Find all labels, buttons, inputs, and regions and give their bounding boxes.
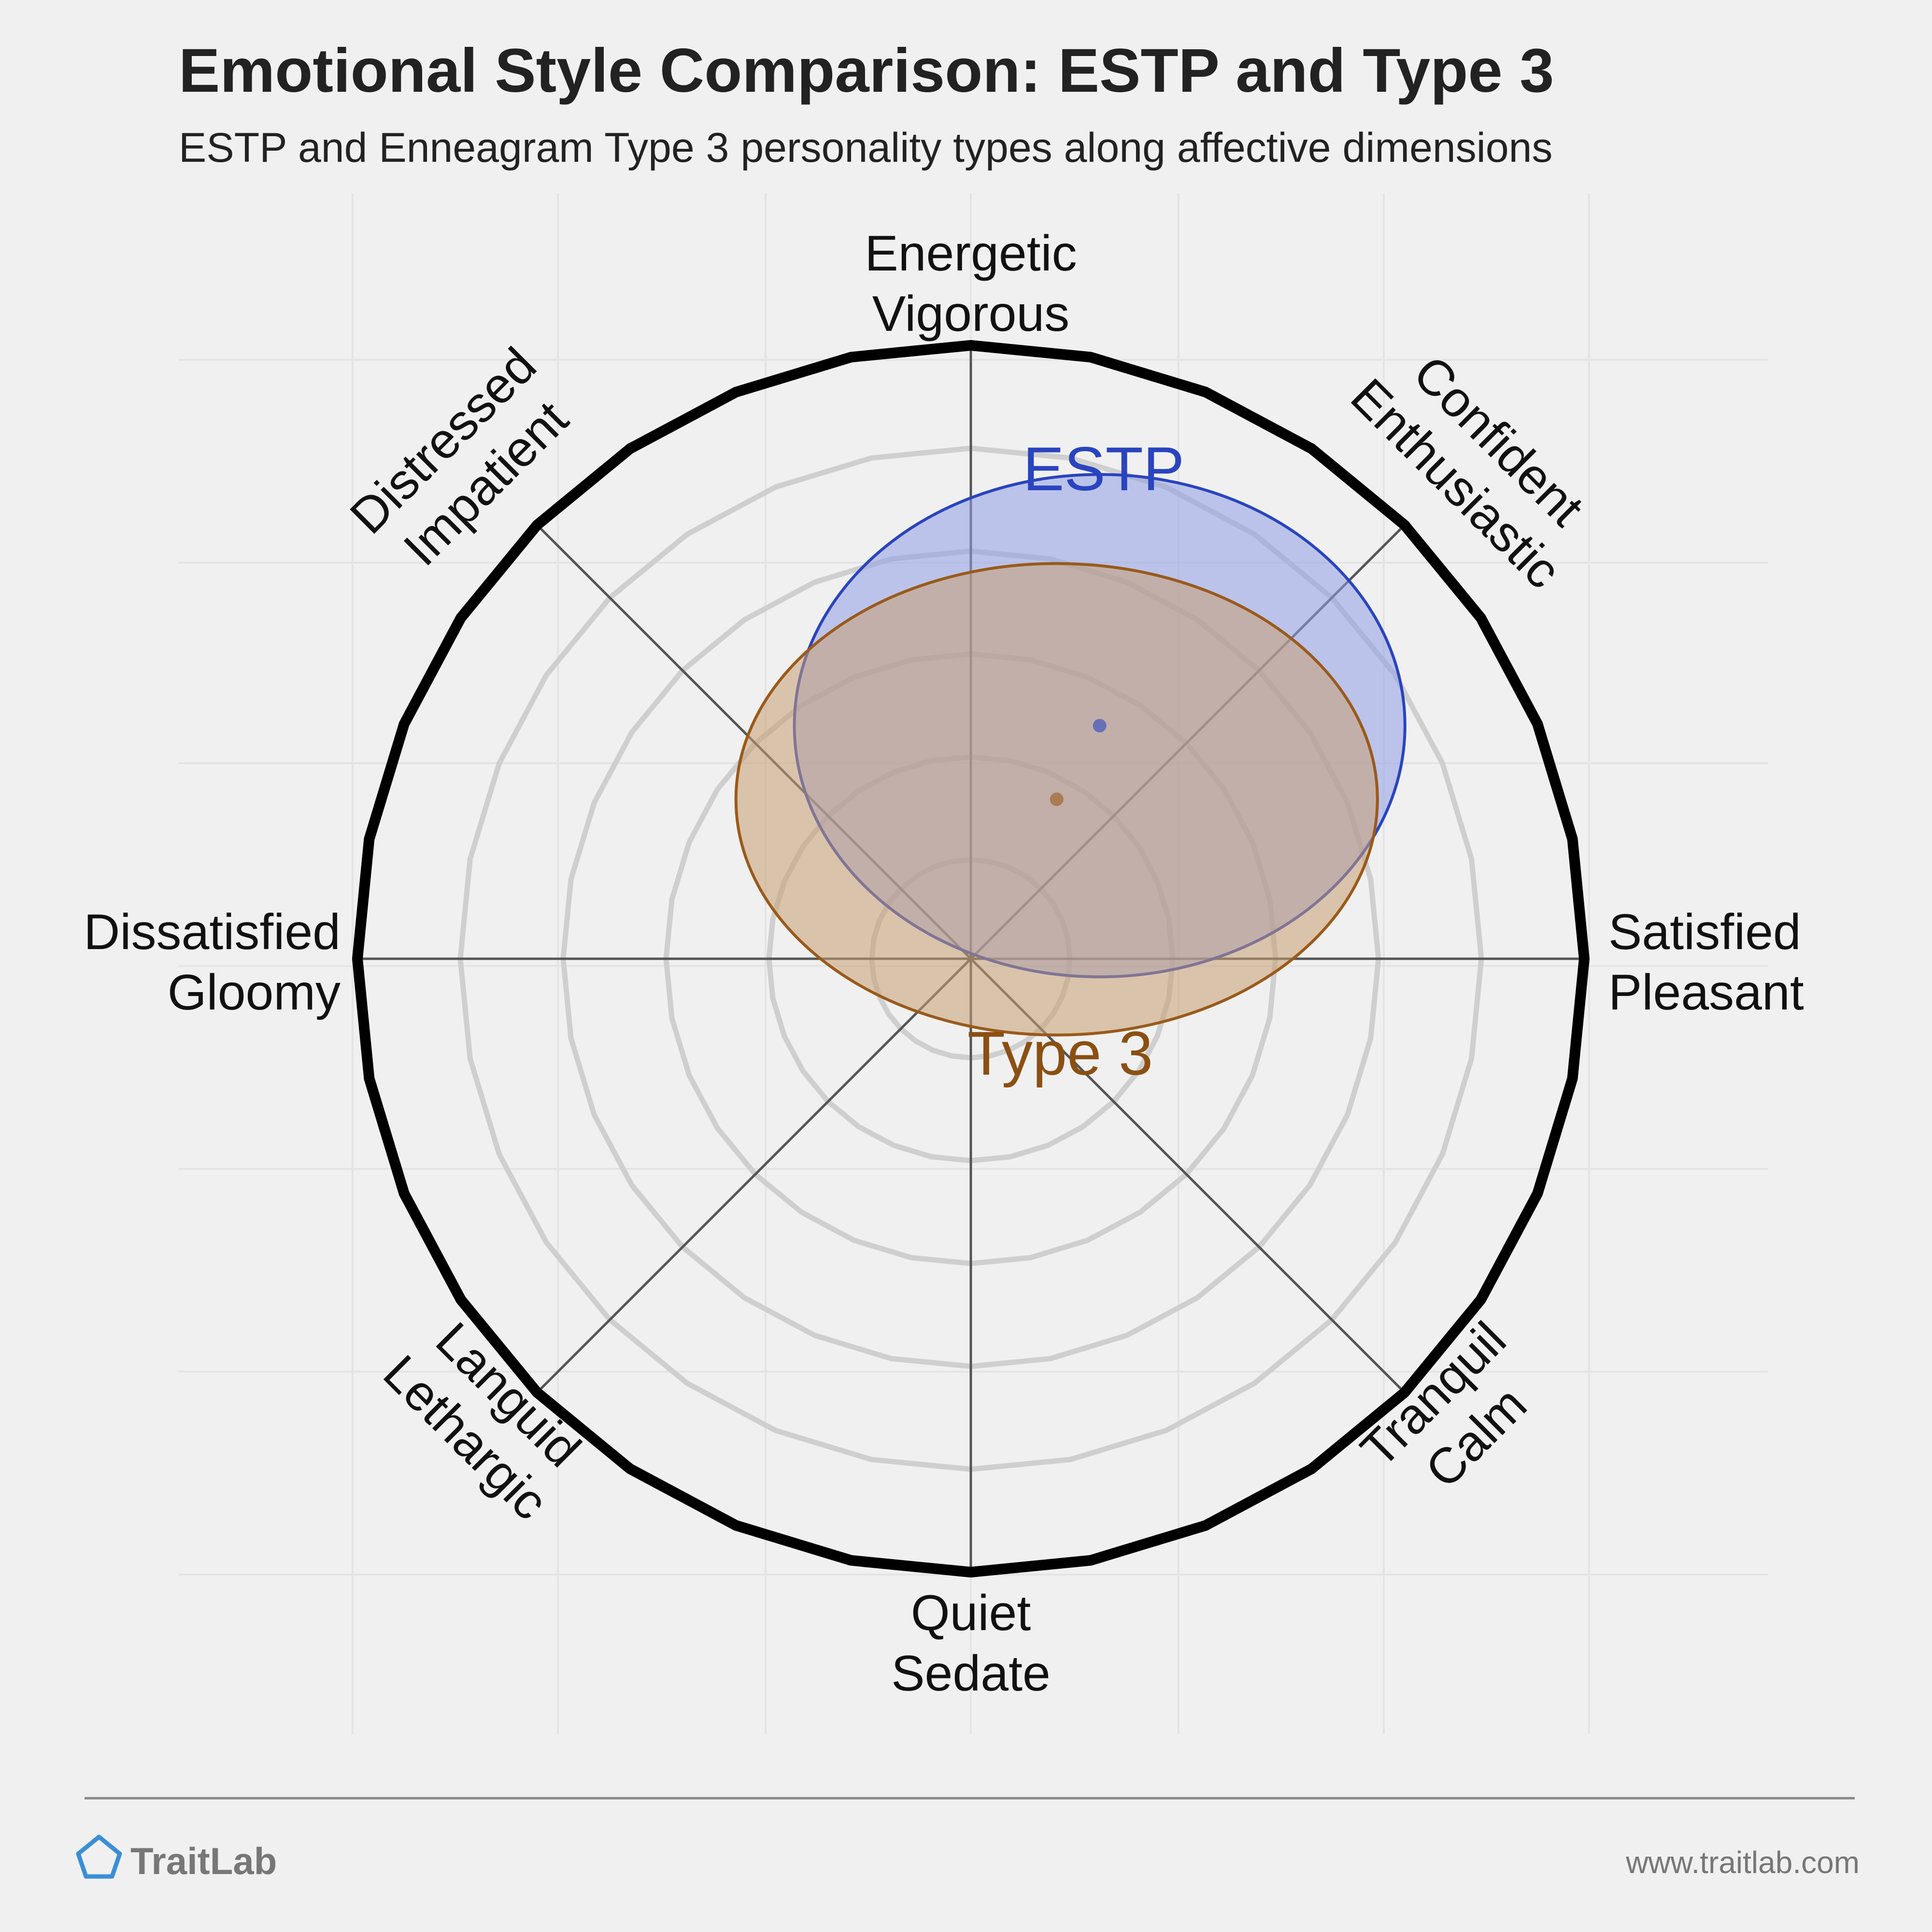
svg-text:Pleasant: Pleasant (1608, 965, 1804, 1021)
series-centroid-estp (1093, 719, 1107, 733)
axis-label-right: Satisfied Pleasant (1608, 904, 1804, 1021)
chart-subtitle: ESTP and Enneagram Type 3 personality ty… (179, 125, 1553, 171)
svg-text:Gloomy: Gloomy (168, 965, 341, 1021)
svg-text:Satisfied: Satisfied (1608, 904, 1801, 960)
footer-url[interactable]: www.traitlab.com (1625, 1845, 1860, 1880)
svg-text:Quiet: Quiet (911, 1585, 1031, 1641)
axis-label-left: Dissatisfied Gloomy (84, 904, 341, 1021)
series-label-estp: ESTP (1023, 435, 1184, 504)
outer-boundary (352, 340, 1590, 1577)
axis-label-bottom: Quiet Sedate (891, 1585, 1051, 1702)
chart-title: Emotional Style Comparison: ESTP and Typ… (179, 36, 1554, 105)
series-layer (734, 473, 1406, 1037)
axis-label-top-left: Distressed Impatient (340, 337, 579, 576)
svg-text:Vigorous: Vigorous (872, 286, 1070, 342)
traitlab-logo-icon (76, 1834, 122, 1879)
svg-text:Energetic: Energetic (865, 226, 1077, 282)
series-centroid-type3 (1050, 792, 1064, 806)
series-label-type3: Type 3 (967, 1019, 1153, 1088)
footer-brand[interactable]: TraitLab (130, 1840, 277, 1882)
axis-label-top-right: Confident Enthusiastic (1340, 345, 1594, 599)
svg-text:Sedate: Sedate (891, 1646, 1051, 1702)
axis-label-bottom-left: Languid Lethargic (373, 1312, 592, 1531)
svg-text:Dissatisfied: Dissatisfied (84, 904, 341, 960)
axis-label-bottom-right: Tranquil Calm (1350, 1311, 1537, 1499)
axis-label-top: Energetic Vigorous (865, 226, 1077, 342)
